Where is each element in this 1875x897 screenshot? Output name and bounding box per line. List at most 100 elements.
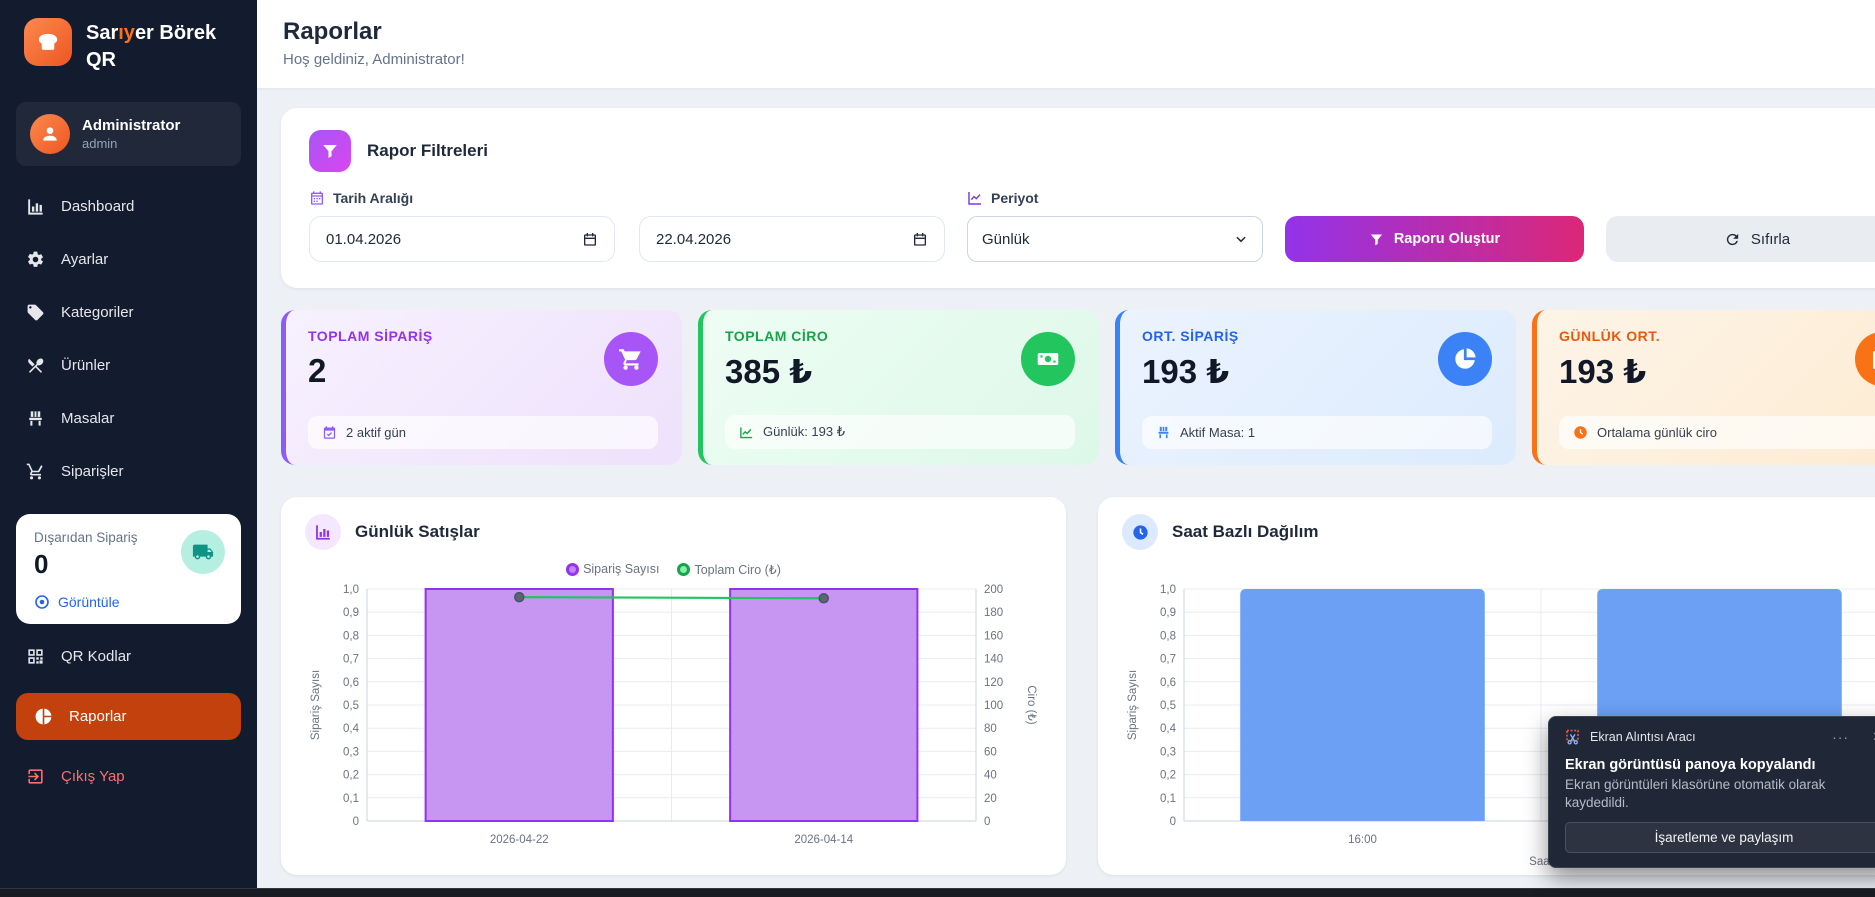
app-logo: [24, 18, 72, 66]
content-area: Rapor Filtreleri Tarih Aralığı 01.04.202: [281, 108, 1875, 875]
user-card[interactable]: Administrator admin: [16, 102, 241, 166]
reset-button[interactable]: Sıfırla: [1606, 216, 1875, 262]
external-orders-count: 0: [34, 549, 49, 579]
sidebar-item-dashboard[interactable]: Dashboard: [0, 180, 257, 233]
page-title: Raporlar: [283, 18, 382, 45]
svg-text:0,3: 0,3: [343, 746, 359, 758]
stat-badge: [1438, 332, 1492, 386]
generate-report-button[interactable]: Raporu Oluştur: [1285, 216, 1585, 262]
logout-icon: [26, 767, 45, 786]
stat-card-daily-avg: GÜNLÜK ORT. 193 ₺ Ortalama günlük ciro: [1532, 310, 1875, 465]
sidebar-item-categories[interactable]: Kategoriler: [0, 286, 257, 339]
sidebar-item-products[interactable]: Ürünler: [0, 339, 257, 392]
sidebar-item-label: Ayarlar: [61, 251, 109, 268]
svg-text:1,0: 1,0: [343, 584, 359, 596]
legend-item-orders[interactable]: Sipariş Sayısı: [566, 562, 659, 576]
notification-title: Ekran görüntüsü panoya kopyalandı: [1565, 757, 1816, 773]
svg-text:0,1: 0,1: [343, 793, 359, 805]
stat-label: GÜNLÜK ORT.: [1559, 328, 1661, 344]
page-subtitle: Hoş geldiniz, Administrator!: [283, 51, 465, 68]
legend-item-revenue[interactable]: Toplam Ciro (₺): [677, 562, 781, 577]
user-name: Administrator: [82, 117, 181, 134]
eye-icon: [34, 594, 50, 610]
period-label-row: Periyot: [967, 190, 1263, 206]
svg-text:0,8: 0,8: [1160, 630, 1176, 642]
date-range-group: Tarih Aralığı 01.04.2026 22.04.2026: [309, 190, 945, 262]
sidebar-item-settings[interactable]: Ayarlar: [0, 233, 257, 286]
brand-accent: ıy: [118, 22, 135, 44]
sidebar-item-logout[interactable]: Çıkış Yap: [0, 750, 257, 803]
chart-header: Saat Bazlı Dağılım: [1122, 513, 1875, 551]
legend-marker: [566, 562, 580, 576]
chart-legend: Sipariş Sayısı Toplam Ciro (₺): [305, 559, 1042, 579]
date-picker-icon[interactable]: [582, 231, 598, 247]
date-picker-icon[interactable]: [912, 231, 928, 247]
funnel-icon: [321, 142, 339, 160]
truck-icon: [192, 541, 214, 563]
report-filters-title: Rapor Filtreleri: [367, 141, 488, 160]
truck-badge: [181, 530, 225, 574]
stat-card-total-orders: TOPLAM SİPARİŞ 2 2 aktif gün: [281, 310, 682, 465]
reset-label: Sıfırla: [1750, 230, 1791, 248]
external-orders-view-link[interactable]: Görüntüle: [34, 594, 223, 610]
svg-text:140: 140: [984, 654, 1003, 666]
date-to-input[interactable]: 22.04.2026: [639, 216, 945, 262]
date-range-label: Tarih Aralığı: [333, 190, 414, 206]
page-header: Raporlar Hoş geldiniz, Administrator!: [257, 0, 1875, 88]
bread-icon: [35, 29, 61, 55]
bar-chart-icon: [314, 523, 332, 541]
dashboard-icon: [26, 197, 45, 216]
brand-part: Sar: [86, 22, 119, 44]
svg-text:0: 0: [984, 816, 990, 828]
more-options-icon[interactable]: ···: [1832, 729, 1850, 745]
taskbar-edge[interactable]: [0, 888, 1875, 897]
sidebar-item-qr-codes[interactable]: QR Kodlar: [0, 630, 257, 683]
svg-text:0: 0: [1170, 816, 1176, 828]
stat-label: ORT. SİPARİŞ: [1142, 328, 1239, 344]
svg-text:Ciro (₺): Ciro (₺): [1025, 685, 1037, 724]
svg-text:100: 100: [984, 700, 1003, 712]
stat-value: 385 ₺: [725, 353, 813, 390]
filter-row: Tarih Aralığı 01.04.2026 22.04.2026: [309, 190, 1875, 262]
sidebar-item-label: Siparişler: [61, 463, 124, 480]
chart-line-icon: [967, 190, 983, 206]
period-value: Günlük: [982, 230, 1030, 248]
svg-text:0,2: 0,2: [343, 770, 359, 782]
stat-footer: Ortalama günlük ciro: [1559, 416, 1875, 449]
notification-app-name: Ekran Alıntısı Aracı: [1590, 730, 1696, 744]
sidebar-item-label: QR Kodlar: [61, 648, 132, 665]
svg-text:0,4: 0,4: [1160, 723, 1177, 735]
sidebar: Sarıyer Börek QR Administrator admin Das…: [0, 0, 257, 897]
sidebar-item-label: Çıkış Yap: [61, 768, 125, 785]
markup-share-button[interactable]: İşaretleme ve paylaşım: [1565, 822, 1875, 854]
sidebar-item-orders[interactable]: Siparişler: [0, 445, 257, 498]
sidebar-item-label: Kategoriler: [61, 304, 134, 321]
filter-badge: [309, 130, 351, 172]
sidebar-item-tables[interactable]: Masalar: [0, 392, 257, 445]
close-icon[interactable]: ✕: [1872, 729, 1875, 745]
sidebar-item-reports[interactable]: Raporlar: [16, 693, 241, 740]
stat-value: 193 ₺: [1142, 353, 1230, 390]
avatar: [30, 114, 70, 154]
date-from-input[interactable]: 01.04.2026: [309, 216, 615, 262]
brand-name: Sarıyer Börek QR: [86, 18, 216, 74]
date-range-label-row: Tarih Aralığı: [309, 190, 945, 206]
report-filters-card: Rapor Filtreleri Tarih Aralığı 01.04.202: [281, 108, 1875, 288]
snipping-tool-icon: [1565, 729, 1581, 745]
svg-text:0,5: 0,5: [1160, 700, 1176, 712]
svg-text:Sipariş Sayısı: Sipariş Sayısı: [1127, 670, 1139, 740]
svg-text:200: 200: [984, 584, 1003, 596]
period-select[interactable]: Günlük: [967, 216, 1263, 262]
utensils-icon: [26, 356, 45, 375]
period-label: Periyot: [991, 190, 1039, 206]
main-content: Raporlar Hoş geldiniz, Administrator! Ra…: [257, 0, 1875, 897]
notification-body: Ekran görüntüleri klasörüne otomatik ola…: [1565, 777, 1826, 811]
chair-icon: [1156, 425, 1171, 440]
svg-text:0,1: 0,1: [1160, 793, 1176, 805]
svg-text:0,2: 0,2: [1160, 770, 1176, 782]
stat-footer-text: Günlük: 193 ₺: [763, 424, 845, 439]
date-fields: 01.04.2026 22.04.2026: [309, 216, 945, 262]
svg-text:Sipariş Sayısı: Sipariş Sayısı: [310, 670, 322, 740]
calendar-icon: [309, 190, 325, 206]
